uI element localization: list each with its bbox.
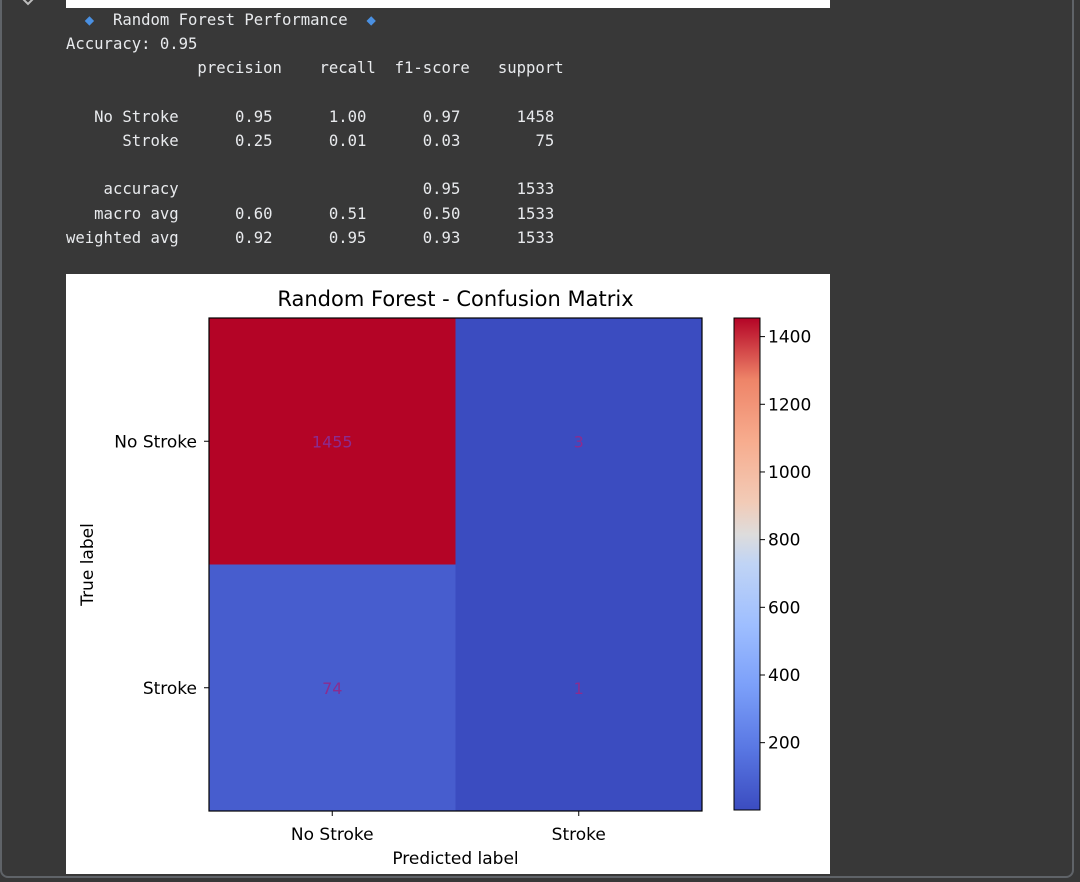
confusion-matrix-chart: 1455 3 74 1 Random Forest - Confusion Matrix… bbox=[78, 287, 811, 869]
matrix-cell bbox=[209, 318, 456, 565]
summary-row-f1: 0.50 bbox=[366, 204, 461, 223]
summary-row-label: macro avg bbox=[66, 204, 179, 223]
table-row-precision: 0.25 bbox=[178, 132, 273, 151]
summary-row-label: accuracy bbox=[66, 180, 179, 199]
x-axis-label: Predicted label bbox=[392, 849, 518, 869]
summary-row-recall: 0.95 bbox=[272, 228, 367, 247]
output-top-strip bbox=[66, 0, 830, 8]
cell-value-label: 74 bbox=[322, 679, 342, 698]
table-row-label: No Stroke bbox=[66, 107, 179, 126]
cell-value-label: 1 bbox=[574, 679, 584, 698]
diamond-icon: ◆ bbox=[66, 11, 113, 29]
table-row-support: 1458 bbox=[460, 107, 555, 126]
colorbar-tick-label: 800 bbox=[768, 531, 800, 551]
report-heading-line: ◆ Random Forest Performance ◆ bbox=[66, 11, 376, 29]
table-row-label: Stroke bbox=[66, 132, 179, 151]
summary-row-recall: 0.51 bbox=[272, 204, 367, 223]
cell-value-label: 3 bbox=[574, 432, 584, 451]
y-tick-label: Stroke bbox=[143, 679, 197, 699]
plot-frame bbox=[208, 317, 703, 812]
colorbar bbox=[733, 317, 761, 811]
y-tick-label: No Stroke bbox=[114, 432, 197, 452]
confusion-matrix-figure: 1455 3 74 1 Random Forest - Confusion Matrix… bbox=[66, 274, 830, 874]
colorbar-tick-label: 1000 bbox=[768, 463, 811, 483]
header-recall: recall bbox=[281, 59, 376, 78]
summary-row-support: 1533 bbox=[460, 180, 555, 199]
colorbar-tick-label: 200 bbox=[768, 734, 800, 754]
table-row-f1: 0.03 bbox=[366, 132, 461, 151]
classification-report: ◆ Random Forest Performance ◆ Accuracy: … bbox=[66, 8, 564, 250]
report-heading: Random Forest Performance bbox=[112, 11, 348, 29]
table-row-precision: 0.95 bbox=[178, 107, 273, 126]
report-line: macro avg 0.60 0.51 0.50 1533 bbox=[66, 205, 554, 223]
report-line: precision recall f1-score support bbox=[66, 59, 564, 78]
report-line: weighted avg 0.92 0.95 0.93 1533 bbox=[66, 229, 554, 247]
y-axis-label: True label bbox=[78, 523, 98, 607]
table-row-recall: 0.01 bbox=[272, 132, 367, 151]
summary-row-f1: 0.95 bbox=[366, 180, 461, 199]
header-f1: f1-score bbox=[375, 59, 470, 78]
x-tick-label: Stroke bbox=[552, 825, 606, 845]
chart-title: Random Forest - Confusion Matrix bbox=[277, 287, 633, 311]
accuracy-line: Accuracy: 0.95 bbox=[66, 35, 198, 54]
x-tick-label: No Stroke bbox=[291, 825, 374, 845]
summary-row-f1: 0.93 bbox=[366, 228, 461, 247]
matrix-cell bbox=[209, 564, 456, 811]
header-support: support bbox=[469, 59, 564, 78]
colorbar-tick-label: 600 bbox=[768, 598, 800, 618]
summary-row-support: 1533 bbox=[460, 228, 555, 247]
report-line: accuracy 0.95 1533 bbox=[66, 180, 555, 199]
report-table: precision recall f1-score support No Str… bbox=[66, 59, 564, 246]
table-row-support: 75 bbox=[460, 132, 555, 151]
report-line: No Stroke 0.95 1.00 0.97 1458 bbox=[66, 108, 554, 126]
output-toggle-icon[interactable] bbox=[16, 0, 40, 10]
matrix-cell bbox=[455, 564, 702, 811]
report-line: Stroke 0.25 0.01 0.03 75 bbox=[66, 132, 554, 150]
colorbar-tick-label: 400 bbox=[768, 666, 800, 686]
matrix-cell bbox=[455, 318, 702, 565]
summary-row-precision: 0.60 bbox=[178, 204, 273, 223]
summary-row-precision bbox=[179, 180, 273, 198]
colorbar-tick-label: 1200 bbox=[768, 395, 811, 415]
table-row-f1: 0.97 bbox=[366, 107, 461, 126]
summary-row-recall bbox=[273, 180, 367, 198]
diamond-icon: ◆ bbox=[347, 11, 376, 29]
summary-row-label: weighted avg bbox=[66, 228, 179, 247]
header-precision: precision bbox=[66, 59, 282, 78]
summary-row-precision: 0.92 bbox=[178, 228, 273, 247]
colorbar-tick-label: 1400 bbox=[768, 328, 811, 348]
table-row-recall: 1.00 bbox=[272, 107, 367, 126]
summary-row-support: 1533 bbox=[460, 204, 555, 223]
cell-value-label: 1455 bbox=[312, 432, 353, 451]
